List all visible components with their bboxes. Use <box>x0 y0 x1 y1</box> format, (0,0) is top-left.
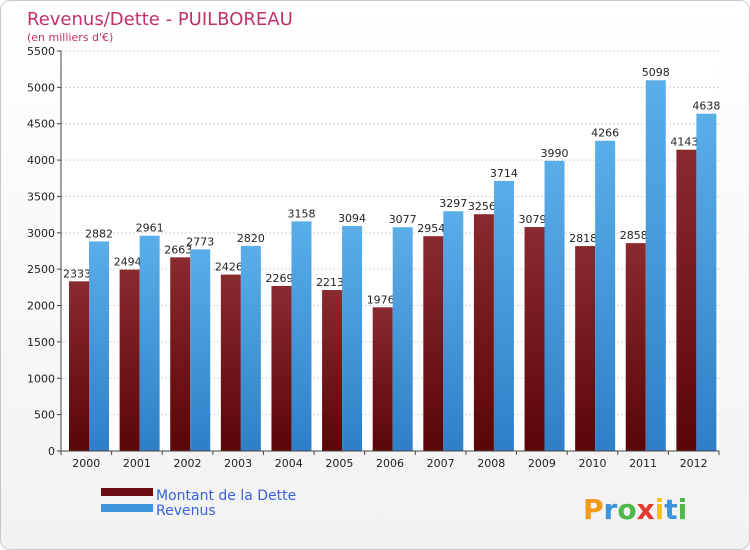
value-label: 3079 <box>519 213 547 226</box>
bar-revenus <box>645 80 666 452</box>
value-label: 2333 <box>63 267 91 280</box>
chart-title: Revenus/Dette - PUILBOREAU <box>27 9 293 30</box>
x-tick-label: 2001 <box>123 457 151 470</box>
y-tick-label: 500 <box>34 409 55 422</box>
value-label: 3094 <box>338 212 366 225</box>
proxiti-logo: Proxiti <box>583 493 687 526</box>
bar-revenus <box>89 241 109 451</box>
value-label: 5098 <box>642 66 670 79</box>
bar-revenus <box>139 235 160 451</box>
y-tick-label: 2000 <box>27 300 55 313</box>
value-label: 3077 <box>389 213 417 226</box>
bar-revenus <box>696 113 717 451</box>
x-tick-label: 2006 <box>376 457 404 470</box>
chart-subtitle: (en milliers d'€) <box>27 31 113 44</box>
y-tick-label: 5000 <box>27 81 55 94</box>
x-tick-label: 2012 <box>680 457 708 470</box>
x-tick-label: 2007 <box>427 457 455 470</box>
bar-dette <box>170 257 191 451</box>
bar-dette <box>625 243 646 451</box>
bar-dette <box>575 246 596 451</box>
bar-dette <box>423 236 444 451</box>
bar-revenus <box>443 211 464 451</box>
value-label: 1976 <box>367 293 395 306</box>
bar-revenus <box>342 225 363 451</box>
value-label: 2269 <box>265 272 293 285</box>
x-tick-label: 2003 <box>224 457 252 470</box>
bar-revenus <box>392 227 413 451</box>
bar-dette <box>372 307 393 451</box>
y-tick-label: 5500 <box>27 45 55 58</box>
bar-dette <box>676 149 697 451</box>
value-label: 2820 <box>237 232 265 245</box>
bar-dette <box>473 214 494 451</box>
value-label: 4638 <box>692 100 720 113</box>
value-label: 2858 <box>620 229 648 242</box>
bar-revenus <box>291 221 312 451</box>
value-label: 3256 <box>468 200 496 213</box>
x-tick-label: 2009 <box>528 457 556 470</box>
value-label: 2818 <box>569 232 597 245</box>
bar-dette <box>69 281 89 451</box>
x-tick-label: 2002 <box>174 457 202 470</box>
x-tick-label: 2011 <box>629 457 657 470</box>
bar-revenus <box>190 249 211 451</box>
bar-revenus <box>240 245 261 451</box>
y-tick-label: 1500 <box>27 336 55 349</box>
legend: Montant de la Dette Revenus <box>101 488 296 519</box>
legend-swatch-revenus <box>101 504 153 512</box>
axes: 0 500 1000 1500 2000 2500 3000 3500 4000 4500 5000… <box>27 45 720 470</box>
y-tick-label: 4500 <box>27 118 55 131</box>
y-tick-label: 1000 <box>27 372 55 385</box>
x-tick-label: 2000 <box>72 457 100 470</box>
bar-revenus <box>544 160 565 451</box>
bar-revenus <box>493 180 514 451</box>
bar-dette <box>271 285 292 451</box>
y-tick-label: 2500 <box>27 263 55 276</box>
value-label: 2426 <box>215 261 243 274</box>
value-label: 4266 <box>591 127 619 140</box>
value-label: 2663 <box>164 243 192 256</box>
y-tick-label: 3500 <box>27 190 55 203</box>
value-label: 2882 <box>85 227 113 240</box>
value-label: 2954 <box>417 222 445 235</box>
value-label: 2773 <box>186 235 214 248</box>
value-label: 2494 <box>114 256 142 269</box>
legend-label-revenus: Revenus <box>156 503 216 519</box>
value-label: 2961 <box>136 222 164 235</box>
bar-dette <box>524 227 545 451</box>
bar-revenus <box>595 140 616 451</box>
value-label: 3158 <box>287 207 315 220</box>
x-tick-label: 2010 <box>578 457 606 470</box>
value-label: 3714 <box>490 167 518 180</box>
x-tick-label: 2008 <box>477 457 505 470</box>
y-tick-label: 0 <box>48 445 55 458</box>
bar-dette <box>322 290 343 451</box>
value-label: 4143 <box>670 136 698 149</box>
y-tick-label: 4000 <box>27 154 55 167</box>
bar-dette <box>220 274 241 451</box>
legend-label-debt: Montant de la Dette <box>156 488 296 504</box>
x-tick-label: 2005 <box>325 457 353 470</box>
proxiti-logo-text: Proxiti <box>583 493 687 526</box>
value-label: 2213 <box>316 276 344 289</box>
value-label: 3297 <box>439 197 467 210</box>
x-tick-label: 2004 <box>275 457 303 470</box>
legend-swatch-debt <box>101 488 153 496</box>
y-tick-label: 3000 <box>27 227 55 240</box>
bar-dette <box>119 269 140 451</box>
value-label: 3990 <box>541 147 569 160</box>
